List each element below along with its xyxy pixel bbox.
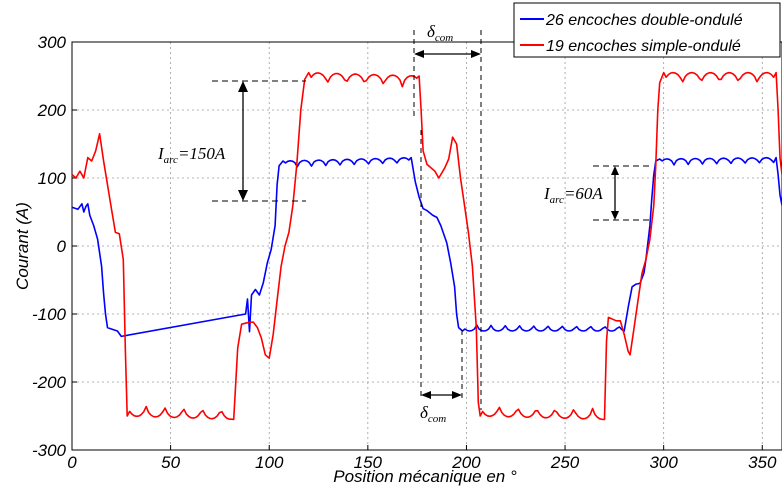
iarc150-arrow-head-top <box>238 81 248 92</box>
x-tick-label: 50 <box>161 453 180 472</box>
dcom-bottom-label: δcom <box>420 403 446 425</box>
annotation-iarc-60: Iarc=60A <box>543 165 650 221</box>
x-axis-label: Position mécanique en ° <box>333 467 517 486</box>
iarc60-label: Iarc=60A <box>543 184 603 206</box>
x-tick-label: 250 <box>550 453 580 472</box>
y-tick-label: 300 <box>38 33 67 52</box>
dcom-bottom-sub: com <box>428 413 446 425</box>
legend: 26 encoches double-ondulé 19 encoches si… <box>513 2 781 58</box>
series-line-1 <box>71 71 782 421</box>
grid <box>71 41 782 451</box>
x-tick-label: 200 <box>451 453 481 472</box>
iarc150-arrow-head-bottom <box>238 190 248 201</box>
annotation-delta-com-bottom: δcom <box>420 130 463 425</box>
iarc150-value: =150A <box>178 144 226 163</box>
legend-label-blue: 26 encoches double-ondulé <box>545 12 743 29</box>
annotation-delta-com-top: δcom <box>413 22 482 410</box>
x-tick-label: 0 <box>67 453 77 472</box>
y-axis-label: Courant (A) <box>13 202 32 290</box>
dcom-top-sub: com <box>435 32 453 44</box>
x-tick-label: 150 <box>354 453 383 472</box>
iarc60-value: =60A <box>564 184 603 203</box>
iarc150-sub: arc <box>164 154 178 166</box>
legend-box <box>513 2 781 58</box>
dcom-bottom-main: δ <box>420 403 429 422</box>
dcom-bottom-arrow-head-right <box>452 391 462 399</box>
iarc60-main: I <box>543 184 551 203</box>
series-line-0 <box>71 156 782 338</box>
series-lines <box>71 71 782 421</box>
iarc60-sub: arc <box>550 194 564 206</box>
annotation-iarc-150: Iarc=150A <box>157 80 306 202</box>
dcom-top-label: δcom <box>427 22 453 44</box>
x-tick-label: 300 <box>649 453 678 472</box>
iarc60-arrow-head-bottom <box>611 211 619 220</box>
legend-label-red: 19 encoches simple-ondulé <box>546 38 741 55</box>
axis-ticks: 0 50 100 150 200 250 300 350 -300 -200 -100 0 100 200… <box>32 33 777 472</box>
y-tick-label: 200 <box>37 101 67 120</box>
iarc150-label: Iarc=150A <box>157 144 226 166</box>
y-tick-label: 0 <box>57 237 67 256</box>
dcom-bottom-arrow-head-left <box>421 391 431 399</box>
y-tick-label: -200 <box>32 373 67 392</box>
x-tick-label: 100 <box>255 453 284 472</box>
iarc60-arrow-head-top <box>611 166 619 175</box>
x-tick-label: 350 <box>748 453 777 472</box>
dcom-top-arrow-head-right <box>471 50 481 58</box>
y-tick-label: 100 <box>38 169 67 188</box>
y-tick-label: -300 <box>32 441 67 460</box>
iarc150-main: I <box>157 144 165 163</box>
dcom-top-main: δ <box>427 22 436 41</box>
y-tick-label: -100 <box>32 305 67 324</box>
dcom-top-arrow-head-left <box>414 50 424 58</box>
